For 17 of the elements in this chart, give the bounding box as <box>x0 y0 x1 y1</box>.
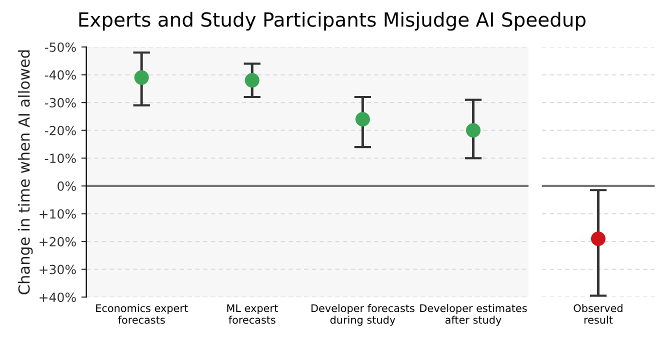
x-tick-label: Observed result <box>574 304 622 324</box>
y-tick-label: -10% <box>44 154 76 164</box>
y-tick-label: +40% <box>40 292 76 302</box>
y-tick-label: -50% <box>44 42 76 52</box>
y-tick-label: -40% <box>44 70 76 80</box>
y-tick-label: 0% <box>58 181 76 191</box>
chart-title: Experts and Study Participants Misjudge AI Speedup <box>79 12 586 31</box>
x-tick-label: ML expert forecasts <box>227 304 278 324</box>
y-tick-label: -30% <box>44 98 76 108</box>
y-tick-label: +30% <box>40 264 76 274</box>
y-axis-title: Change in time when AI allowed <box>18 50 33 294</box>
y-tick-label: +10% <box>40 209 76 219</box>
y-tick-label: +20% <box>40 236 76 246</box>
x-tick-label: Developer forecasts during study <box>312 304 414 326</box>
x-tick-label: Economics expert forecasts <box>96 304 188 324</box>
x-tick-label: Developer estimates after study <box>420 304 527 326</box>
y-tick-label: -20% <box>44 126 76 136</box>
